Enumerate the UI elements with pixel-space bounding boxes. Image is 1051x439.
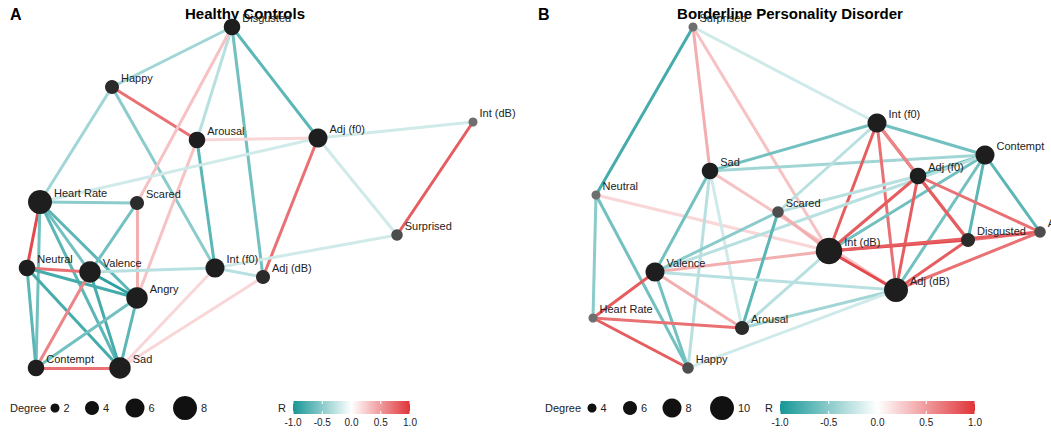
svg-text:6: 6 xyxy=(149,402,155,414)
svg-text:Degree: Degree xyxy=(545,402,581,414)
svg-text:0.0: 0.0 xyxy=(871,417,885,428)
svg-text:10: 10 xyxy=(738,402,750,414)
svg-text:4: 4 xyxy=(103,402,109,414)
svg-text:Heart Rate: Heart Rate xyxy=(54,187,107,199)
svg-text:Borderline Personality Disorde: Borderline Personality Disorder xyxy=(677,5,903,22)
svg-text:-0.5: -0.5 xyxy=(820,417,838,428)
svg-text:8: 8 xyxy=(201,402,207,414)
svg-text:0.5: 0.5 xyxy=(374,417,388,428)
svg-text:Happy: Happy xyxy=(696,353,728,365)
svg-text:Int (f0): Int (f0) xyxy=(227,253,259,265)
svg-text:Surprised: Surprised xyxy=(405,220,452,232)
svg-text:2: 2 xyxy=(64,402,70,414)
svg-text:B: B xyxy=(538,6,550,23)
svg-text:Int (dB): Int (dB) xyxy=(480,107,516,119)
svg-text:-1.0: -1.0 xyxy=(284,417,302,428)
svg-text:Valence: Valence xyxy=(667,257,706,269)
svg-text:Angry: Angry xyxy=(1048,217,1051,229)
svg-text:Disgusted: Disgusted xyxy=(242,12,291,24)
svg-text:Neutral: Neutral xyxy=(37,253,72,265)
svg-text:Sad: Sad xyxy=(720,156,740,168)
svg-text:Happy: Happy xyxy=(121,72,153,84)
svg-text:Scared: Scared xyxy=(146,188,181,200)
svg-text:6: 6 xyxy=(641,402,647,414)
svg-text:A: A xyxy=(10,6,22,23)
svg-text:Surprised: Surprised xyxy=(700,12,747,24)
svg-text:Disgusted: Disgusted xyxy=(977,225,1026,237)
svg-text:Heart Rate: Heart Rate xyxy=(600,303,653,315)
svg-text:0.5: 0.5 xyxy=(919,417,933,428)
svg-text:-0.5: -0.5 xyxy=(314,417,332,428)
svg-text:Neutral: Neutral xyxy=(603,180,638,192)
svg-text:-1.0: -1.0 xyxy=(771,417,789,428)
svg-text:Arousal: Arousal xyxy=(207,125,244,137)
svg-text:Arousal: Arousal xyxy=(751,313,788,325)
svg-text:R: R xyxy=(278,402,286,414)
svg-text:Adj (dB): Adj (dB) xyxy=(910,275,950,287)
svg-text:R: R xyxy=(765,402,773,414)
svg-text:Int (dB): Int (dB) xyxy=(844,236,880,248)
svg-text:Int (f0): Int (f0) xyxy=(889,108,921,120)
svg-text:Scared: Scared xyxy=(786,197,821,209)
svg-text:Adj (f0): Adj (f0) xyxy=(330,123,365,135)
svg-text:Contempt: Contempt xyxy=(46,353,94,365)
svg-text:8: 8 xyxy=(686,402,692,414)
svg-text:Sad: Sad xyxy=(133,353,153,365)
svg-text:4: 4 xyxy=(601,402,607,414)
svg-text:0.0: 0.0 xyxy=(345,417,359,428)
svg-text:Adj (dB): Adj (dB) xyxy=(272,262,312,274)
svg-text:Contempt: Contempt xyxy=(997,140,1045,152)
svg-text:1.0: 1.0 xyxy=(403,417,417,428)
svg-text:Adj (f0): Adj (f0) xyxy=(928,161,963,173)
svg-text:Valence: Valence xyxy=(103,257,142,269)
svg-text:1.0: 1.0 xyxy=(968,417,982,428)
svg-text:Angry: Angry xyxy=(150,283,179,295)
svg-text:Degree: Degree xyxy=(10,402,46,414)
